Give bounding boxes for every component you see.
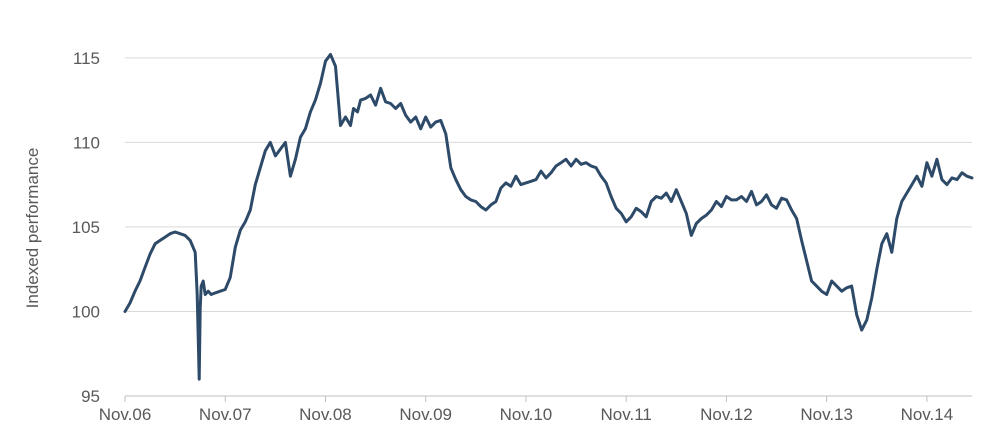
x-tick-label: Nov.07	[199, 405, 252, 424]
y-tick-label: 110	[73, 133, 100, 152]
x-tick-label: Nov.10	[500, 405, 553, 424]
y-tick-label: 100	[72, 302, 100, 321]
x-tick-label: Nov.11	[601, 405, 652, 424]
y-tick-label: 105	[72, 218, 100, 237]
series-line-0	[123, 52, 974, 381]
series-layer	[123, 52, 974, 381]
y-tick-label: 115	[73, 49, 100, 68]
gridlines	[125, 57, 972, 312]
y-tick-labels: 95 100 105 110 115	[72, 49, 100, 406]
x-tick-label: Nov.12	[700, 405, 753, 424]
x-tick-label: Nov.09	[399, 405, 452, 424]
x-tick-labels: Nov.06 Nov.07 Nov.08 Nov.09 Nov.10 Nov.11 Nov.…	[99, 405, 954, 424]
x-axis	[124, 395, 972, 402]
x-tick-label: Nov.14	[901, 405, 954, 424]
x-tick-label: Nov.13	[800, 405, 853, 424]
x-tick-label: Nov.06	[99, 405, 152, 424]
y-axis-title: Indexed performance	[23, 148, 42, 309]
y-tick-label: 95	[81, 387, 100, 406]
x-tick-label: Nov.08	[299, 405, 352, 424]
